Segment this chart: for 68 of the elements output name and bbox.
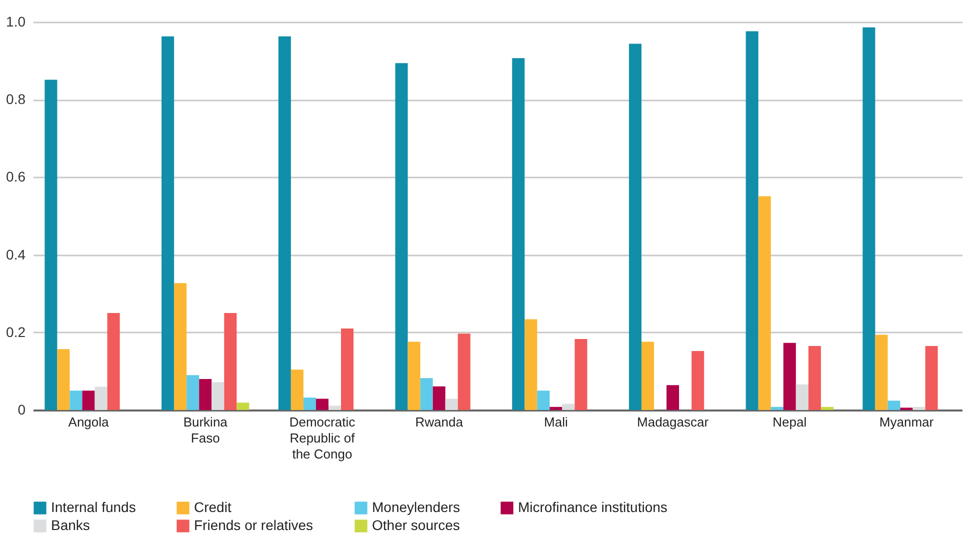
bar [212,382,224,410]
legend-label: Microfinance institutions [518,499,668,515]
bar [107,313,120,410]
y-tick-label: 0 [18,402,26,418]
y-tick-label: 0.2 [6,324,26,340]
legend-label: Other sources [372,517,460,533]
bar [44,80,58,410]
bar [512,58,525,410]
bar [562,404,575,410]
bar [641,342,654,410]
bar [758,196,771,410]
bar [290,370,304,410]
bar [199,378,212,410]
bar [162,36,174,410]
legend-label: Friends or relatives [194,517,314,533]
bar [537,390,550,410]
bar [278,36,291,410]
bar [70,390,82,410]
bar [875,334,888,410]
bar [820,406,834,410]
bar [57,349,70,410]
bar [445,398,458,410]
legend-label: Credit [194,499,232,515]
x-tick-label: Angola [68,414,110,430]
bar [420,378,433,410]
bar [692,351,704,410]
x-tick-label: Mali [544,414,568,430]
bar [186,375,200,410]
bar [328,406,341,410]
x-tick-label: Burkina Faso [183,414,228,446]
x-tick-label: Democratic Republic of the Congo [289,414,356,462]
bar [783,342,796,410]
bar [912,406,926,410]
bar [574,338,588,410]
bar [174,283,187,410]
y-tick-label: 1.0 [6,14,26,30]
bar [524,319,538,410]
x-tick-label: Rwanda [415,414,464,430]
legend-label: Moneylenders [372,499,460,515]
bar [746,31,758,410]
y-tick-label: 0.8 [6,91,26,108]
bar [395,63,408,410]
bar [666,385,680,410]
bar [236,402,250,410]
bar [458,334,470,410]
bar [796,384,808,410]
y-tick-label: 0.4 [6,246,26,262]
bar [862,27,876,410]
bar [94,386,108,410]
x-tick-label: Madagascar [637,414,710,430]
bar [408,342,420,410]
bar [628,44,642,410]
legend-label: Banks [51,517,90,533]
x-tick-label: Nepal [772,414,807,430]
y-tick-label: 0.6 [6,168,26,185]
bar [432,386,446,410]
bar [770,406,784,410]
bar [82,390,95,410]
bar [340,328,354,410]
x-tick-label: Myanmar [879,414,934,430]
bar [808,346,821,410]
bar [888,400,900,410]
bar [224,313,237,410]
bar [550,406,562,410]
bar [303,398,316,410]
bar [316,398,328,410]
bar [925,346,938,410]
legend-label: Internal funds [51,499,136,515]
